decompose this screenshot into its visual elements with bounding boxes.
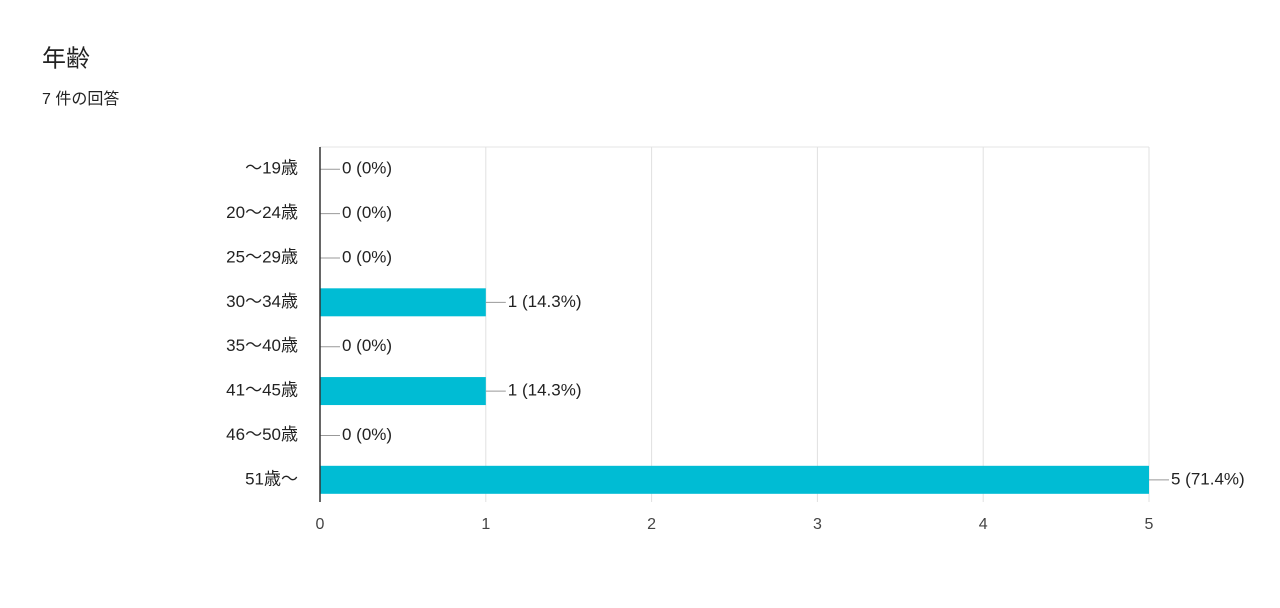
bar bbox=[320, 288, 486, 317]
value-label: 1 (14.3%) bbox=[508, 381, 582, 400]
x-tick-label: 2 bbox=[647, 516, 656, 533]
y-tick-label: 〜19歳 bbox=[245, 159, 298, 178]
x-tick-label: 0 bbox=[316, 516, 325, 533]
y-tick-label: 35〜40歳 bbox=[226, 336, 298, 355]
value-label: 0 (0%) bbox=[342, 336, 392, 355]
y-tick-label: 20〜24歳 bbox=[226, 203, 298, 222]
value-label: 0 (0%) bbox=[342, 203, 392, 222]
y-tick-label: 46〜50歳 bbox=[226, 425, 298, 444]
chart-title: 年齢 bbox=[42, 45, 90, 72]
chart-subtitle: 7 件の回答 bbox=[42, 90, 119, 108]
x-tick-label: 5 bbox=[1145, 516, 1154, 533]
value-label: 0 (0%) bbox=[342, 159, 392, 178]
y-tick-label: 25〜29歳 bbox=[226, 247, 298, 266]
y-tick-label: 51歳〜 bbox=[245, 469, 298, 488]
y-tick-label: 41〜45歳 bbox=[226, 381, 298, 400]
y-tick-label: 30〜34歳 bbox=[226, 292, 298, 311]
value-label: 1 (14.3%) bbox=[508, 292, 582, 311]
bar bbox=[320, 377, 486, 406]
value-label: 0 (0%) bbox=[342, 247, 392, 266]
x-tick-label: 1 bbox=[481, 516, 490, 533]
x-tick-label: 3 bbox=[813, 516, 822, 533]
bar bbox=[320, 465, 1149, 494]
value-label: 5 (71.4%) bbox=[1171, 469, 1245, 488]
value-label: 0 (0%) bbox=[342, 425, 392, 444]
x-tick-label: 4 bbox=[979, 516, 988, 533]
